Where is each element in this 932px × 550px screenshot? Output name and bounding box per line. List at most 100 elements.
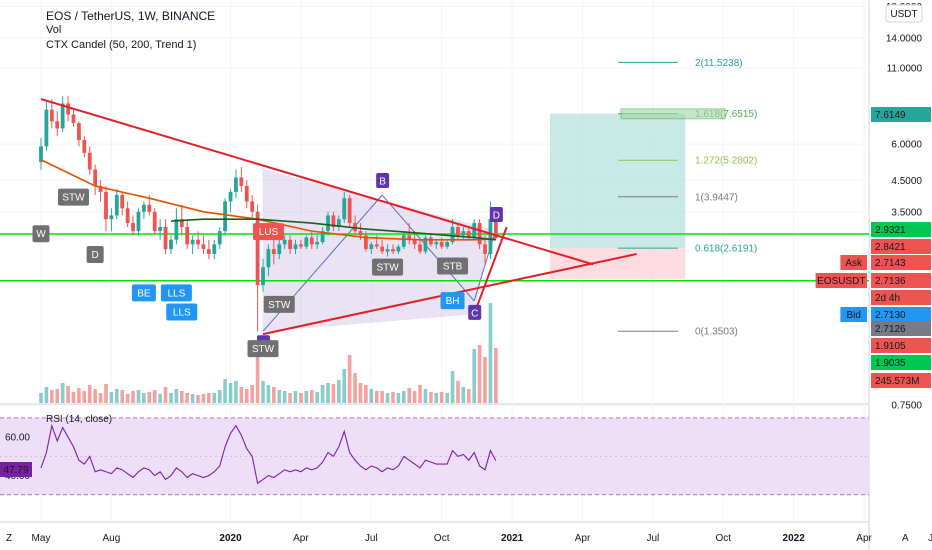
volume-bar [207, 393, 211, 403]
volume-bar [445, 393, 449, 403]
signal-label[interactable] [166, 303, 198, 321]
volume-bar [380, 391, 384, 403]
fib-level-label: 1.272(5.2802) [695, 156, 757, 167]
candle [483, 244, 487, 254]
candle [163, 227, 168, 250]
candle [212, 244, 217, 254]
volume-bar [423, 389, 428, 403]
volume-bar [185, 393, 190, 403]
zoom-icon: Z [6, 533, 12, 544]
candle [374, 244, 379, 247]
candle [439, 242, 444, 247]
volume-bar [407, 388, 412, 403]
signal-label[interactable] [57, 188, 89, 206]
time-axis-tick: Apr [293, 533, 309, 544]
price-tag [871, 222, 931, 237]
candle [234, 177, 238, 192]
candle [196, 239, 200, 245]
fib-level-label: 2(11.5238) [695, 58, 743, 69]
price-tag-value: 2.7136 [875, 276, 906, 287]
volume-bar [434, 393, 439, 403]
time-axis-tick: 2020 [219, 533, 242, 544]
profit-zone[interactable] [550, 113, 686, 249]
price-tag [871, 239, 931, 254]
signal-label[interactable] [372, 258, 404, 276]
rsi-title: RSI (14, close) [46, 414, 112, 425]
volume-bar [353, 373, 357, 403]
signal-label-text: LLS [173, 308, 191, 319]
candle [320, 231, 325, 243]
volume-bar [483, 357, 487, 403]
volume-bar [104, 384, 108, 403]
volume-bar [169, 393, 173, 403]
candle [185, 227, 190, 245]
volume-bar [342, 369, 347, 403]
signal-label[interactable] [252, 223, 284, 241]
volume-bar [77, 388, 81, 403]
breakout-arrow-line[interactable] [473, 226, 508, 315]
currency-button[interactable] [885, 4, 923, 23]
volume-bar [66, 386, 70, 403]
signal-label-text: STB [443, 262, 463, 273]
candle [277, 244, 282, 254]
candle [342, 198, 347, 220]
price-tag-value: 2.7130 [875, 310, 906, 321]
abcd-point-b[interactable] [376, 173, 390, 189]
fib-level-label: 0.618(2.6191) [695, 244, 757, 255]
signal-label-text: BH [446, 296, 460, 307]
price-tag-label [815, 273, 867, 288]
candle [428, 237, 433, 245]
ma-50-line [40, 159, 496, 241]
signal-label[interactable] [263, 295, 295, 313]
signal-label[interactable] [247, 340, 279, 358]
abcd-point-d[interactable] [489, 207, 503, 223]
abcd-point-c[interactable] [468, 304, 482, 320]
time-axis-tick: Aug [102, 533, 120, 544]
volume-bar [293, 391, 298, 403]
volume-bar [358, 383, 363, 403]
volume-bar [125, 394, 130, 403]
price-axis-tick: 3.5000 [891, 207, 922, 218]
fib-level-label: 1(3.9447) [695, 192, 738, 203]
candle [206, 249, 211, 254]
volume-bar [152, 390, 157, 403]
volume-bar [304, 391, 309, 403]
volume-bar [396, 393, 401, 403]
candle [347, 198, 352, 224]
volume-bar [201, 394, 206, 403]
volume-indicator-label[interactable]: Vol [46, 24, 62, 36]
signal-label[interactable] [440, 292, 465, 310]
abcd-point-label: D [493, 211, 500, 222]
candle [493, 219, 498, 238]
signal-label[interactable] [131, 284, 156, 302]
loss-zone[interactable] [550, 248, 686, 279]
signal-label[interactable] [437, 257, 469, 275]
volume-bar [212, 393, 217, 403]
upper-trendline[interactable] [40, 98, 594, 266]
signal-label[interactable] [86, 245, 104, 263]
price-tag-label-text: EOSUSDT [817, 276, 865, 287]
volume-bar [331, 384, 336, 403]
volume-bar [228, 383, 233, 403]
volume-bar [347, 355, 352, 403]
signal-label[interactable] [160, 284, 192, 302]
time-axis-tick: 2022 [783, 533, 806, 544]
candle [472, 223, 477, 238]
candle [39, 146, 43, 163]
volume-bar [461, 387, 466, 403]
volume-bar [115, 389, 119, 403]
ctx-indicator-label[interactable]: CTX Candel (50, 200, Trend 1) [46, 39, 197, 51]
volume-bar [179, 391, 184, 403]
signal-label-text: W [36, 229, 46, 240]
volume-bar [288, 393, 292, 403]
fib-highlight-box[interactable] [620, 108, 726, 120]
volume-bar [255, 348, 260, 403]
volume-bar [234, 381, 238, 403]
candle [71, 114, 76, 124]
price-tag [871, 107, 931, 122]
candle [158, 227, 163, 232]
volume-bar [277, 390, 282, 403]
price-tag-value: 1.9105 [875, 341, 906, 352]
signal-label[interactable] [32, 225, 50, 243]
